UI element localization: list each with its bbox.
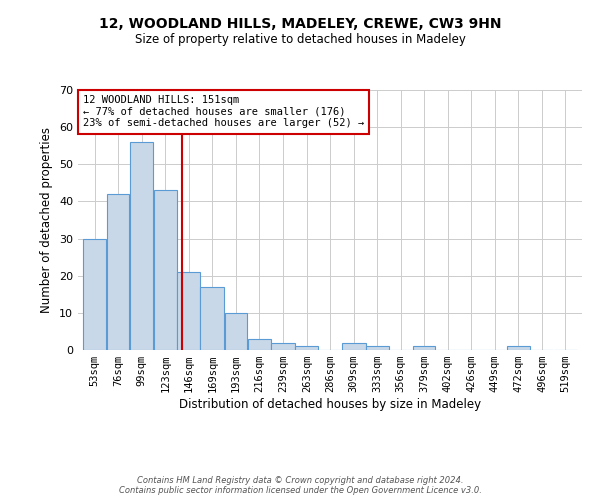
- Bar: [271, 342, 295, 350]
- Bar: [506, 346, 530, 350]
- Bar: [342, 342, 365, 350]
- Bar: [83, 238, 106, 350]
- Bar: [248, 339, 271, 350]
- Bar: [366, 346, 389, 350]
- Bar: [225, 313, 247, 350]
- Bar: [154, 190, 177, 350]
- Bar: [130, 142, 154, 350]
- Bar: [200, 287, 224, 350]
- Y-axis label: Number of detached properties: Number of detached properties: [40, 127, 53, 313]
- Text: 12, WOODLAND HILLS, MADELEY, CREWE, CW3 9HN: 12, WOODLAND HILLS, MADELEY, CREWE, CW3 …: [99, 18, 501, 32]
- Bar: [177, 272, 200, 350]
- Text: Contains HM Land Registry data © Crown copyright and database right 2024.
Contai: Contains HM Land Registry data © Crown c…: [119, 476, 481, 495]
- Bar: [413, 346, 435, 350]
- Bar: [295, 346, 318, 350]
- X-axis label: Distribution of detached houses by size in Madeley: Distribution of detached houses by size …: [179, 398, 481, 411]
- Text: 12 WOODLAND HILLS: 151sqm
← 77% of detached houses are smaller (176)
23% of semi: 12 WOODLAND HILLS: 151sqm ← 77% of detac…: [83, 95, 364, 128]
- Text: Size of property relative to detached houses in Madeley: Size of property relative to detached ho…: [134, 32, 466, 46]
- Bar: [107, 194, 129, 350]
